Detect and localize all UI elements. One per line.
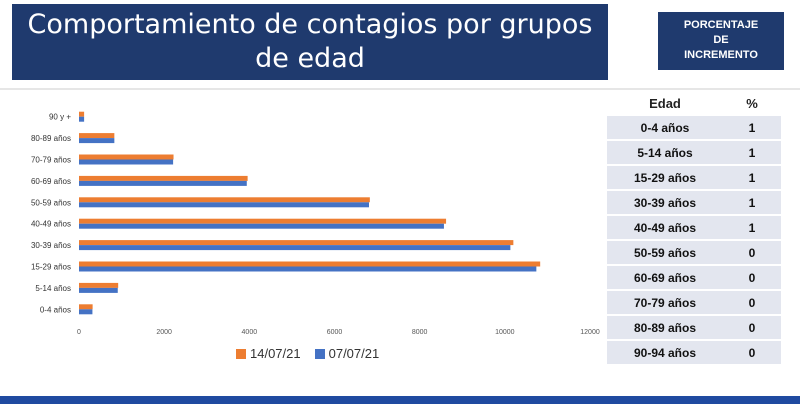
x-tick-label: 12000 — [580, 329, 600, 336]
bar-series2 — [79, 287, 118, 293]
bar-series2 — [79, 159, 174, 165]
bar-series2 — [79, 116, 85, 122]
table-cell-pct: 0 — [748, 345, 756, 360]
table-cell-pct: 0 — [748, 270, 756, 285]
table-row: 15-29 años 1 — [607, 166, 781, 189]
x-tick-label: 6000 — [327, 329, 343, 336]
percentage-badge: PORCENTAJE DE INCREMENTO — [658, 12, 784, 70]
category-label: 15-29 años — [31, 263, 71, 272]
table-row: 0-4 años 1 — [607, 116, 781, 139]
increment-table: Edad % 0-4 años 1 5-14 años 1 15-29 años 1 30-… — [607, 92, 781, 364]
bar-series1 — [79, 240, 514, 246]
bar-series2 — [79, 202, 369, 208]
category-label: 50-59 años — [31, 198, 71, 207]
header-divider — [0, 88, 800, 90]
page-title-line2: de edad — [255, 43, 365, 74]
category-label: 40-49 años — [31, 220, 71, 229]
bar-series1 — [79, 175, 248, 181]
chart-legend: 14/07/21 07/07/21 — [236, 346, 379, 361]
table-row: 60-69 años 0 — [607, 266, 781, 289]
table-header-age: Edad — [649, 95, 681, 111]
bar-series1 — [79, 282, 119, 288]
bottom-bar — [0, 396, 800, 404]
table-cell-pct: 1 — [748, 120, 756, 135]
table-cell-age: 80-89 años — [633, 320, 697, 335]
table-row: 70-79 años 0 — [607, 291, 781, 314]
table-row: 5-14 años 1 — [607, 141, 781, 164]
x-tick-label: 8000 — [412, 329, 428, 336]
table-cell-age: 60-69 años — [633, 270, 697, 285]
bar-series1 — [79, 133, 115, 139]
table-cell-pct: 1 — [748, 220, 756, 235]
table-cell-pct: 1 — [748, 170, 756, 185]
bar-series2 — [79, 309, 93, 315]
table-cell-age: 90-94 años — [633, 345, 697, 360]
table-cell-age: 0-4 años — [640, 120, 690, 135]
x-tick-label: 0 — [77, 329, 81, 336]
badge-line1: PORCENTAJE — [683, 19, 759, 31]
table-cell-pct: 0 — [748, 295, 756, 310]
bar-series1 — [79, 154, 174, 160]
badge-line3: INCREMENTO — [684, 49, 758, 61]
bar-series1 — [79, 111, 85, 117]
legend-label-series2: 07/07/21 — [328, 346, 380, 361]
table-cell-age: 50-59 años — [633, 245, 697, 260]
bar-series2 — [79, 245, 511, 251]
table-cell-pct: 0 — [748, 245, 756, 260]
table-header: Edad % — [607, 92, 781, 114]
legend-item-series1: 14/07/21 — [236, 346, 301, 361]
table-cell-age: 70-79 años — [633, 295, 697, 310]
category-label: 70-79 años — [31, 156, 71, 165]
bar-series2 — [79, 138, 115, 144]
bar-series1 — [79, 218, 447, 224]
table-row: 80-89 años 0 — [607, 316, 781, 339]
table-cell-age: 40-49 años — [633, 220, 697, 235]
table-cell-pct: 0 — [748, 320, 756, 335]
x-tick-label: 4000 — [242, 329, 258, 336]
table-row: 50-59 años 0 — [607, 241, 781, 264]
bar-chart: 0-4 años 5-14 años 15-29 años 30-39 años 40-… — [31, 111, 600, 336]
legend-swatch-series1 — [236, 348, 246, 359]
category-label: 0-4 años — [40, 305, 71, 314]
x-tick-label: 2000 — [156, 329, 172, 336]
legend-label-series1: 14/07/21 — [250, 346, 301, 361]
table-cell-age: 5-14 años — [637, 145, 693, 160]
table-cell-pct: 1 — [748, 145, 756, 160]
bar-series2 — [79, 223, 444, 229]
bar-series2 — [79, 180, 247, 186]
table-row: 90-94 años 0 — [607, 341, 781, 364]
table-header-pct: % — [746, 95, 758, 111]
table-body: 0-4 años 1 5-14 años 1 15-29 años 1 30-39 años… — [607, 116, 781, 364]
legend-item-series2: 07/07/21 — [314, 346, 380, 361]
legend-swatch-series2 — [314, 348, 325, 359]
table-cell-pct: 1 — [748, 195, 756, 210]
table-row: 40-49 años 1 — [607, 216, 781, 239]
bar-series1 — [79, 261, 541, 267]
title-banner: Comportamiento de contagios por grupos d… — [12, 4, 608, 80]
bar-series2 — [79, 266, 537, 272]
page-title-line1: Comportamiento de contagios por grupos — [27, 9, 593, 40]
category-label: 60-69 años — [31, 177, 71, 186]
bar-series1 — [79, 197, 370, 203]
badge-line2: DE — [713, 34, 729, 46]
x-tick-label: 10000 — [495, 329, 515, 336]
category-label: 80-89 años — [31, 134, 71, 143]
category-label: 5-14 años — [35, 284, 71, 293]
table-cell-age: 30-39 años — [633, 195, 697, 210]
table-row: 30-39 años 1 — [607, 191, 781, 214]
category-label: 30-39 años — [31, 241, 71, 250]
table-cell-age: 15-29 años — [633, 170, 697, 185]
bar-series1 — [79, 304, 93, 310]
category-label: 90 y + — [49, 113, 71, 122]
